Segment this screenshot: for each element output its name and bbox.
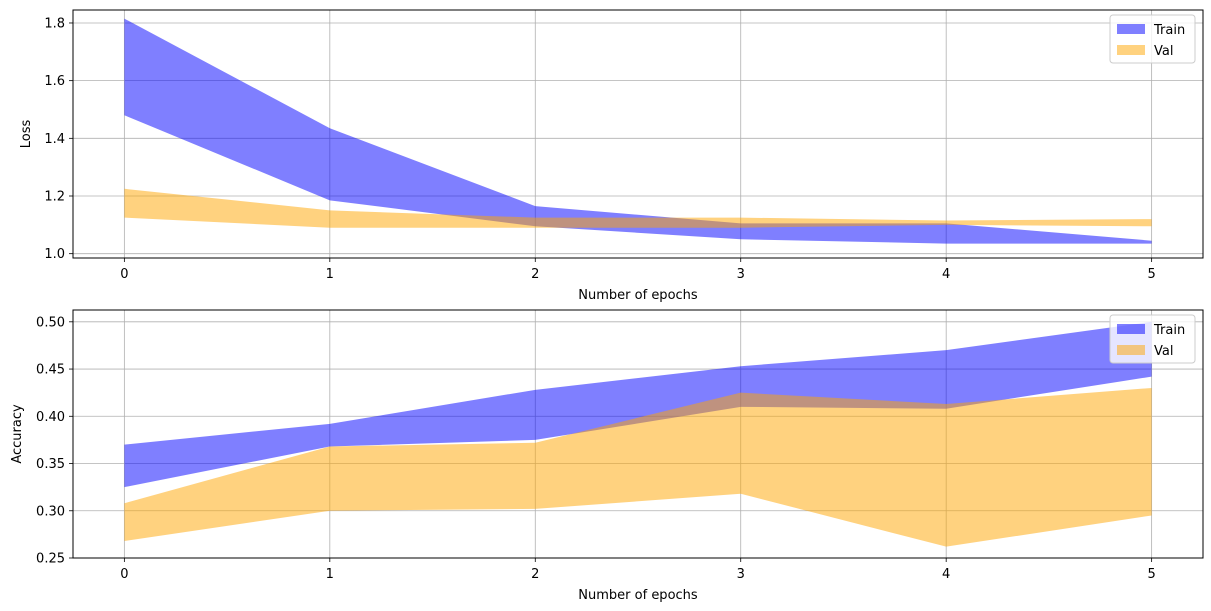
x-tick-label: 5 [1147,567,1155,582]
legend-label-val: Val [1154,344,1173,359]
y-tick-label: 1.2 [44,190,65,205]
y-tick-label: 1.8 [44,16,65,31]
x-tick-label: 2 [531,267,539,282]
legend-label-train: Train [1153,23,1185,38]
legend-swatch-val [1117,45,1145,55]
legend: Train Val [1109,14,1196,64]
y-tick-label: 0.35 [36,457,65,472]
legend-label-train: Train [1153,323,1185,338]
y-tick-label: 0.45 [36,363,65,378]
y-tick-label: 0.25 [36,552,65,567]
y-tick-label: 0.50 [36,315,65,330]
y-tick-label: 1.0 [44,247,65,262]
legend-label-val: Val [1154,44,1173,59]
subplot-1: 0 1 2 3 4 5 1.0 1.2 1.4 1.6 1.8 Number of epochs Los… [19,9,1204,303]
subplot-2: 0 1 2 3 4 5 0.25 0.30 0.35 0.40 0.45 0.50 Number of … [10,309,1204,603]
legend-swatch-val [1117,345,1145,355]
x-tick-label: 2 [531,567,539,582]
x-tick-label: 1 [326,267,334,282]
x-tick-label: 3 [737,567,745,582]
x-tick-label: 0 [120,567,128,582]
x-tick-label: 3 [737,267,745,282]
legend: Train Val [1109,314,1196,364]
series-band-val [124,387,1152,547]
y-tick-label: 0.40 [36,410,65,425]
x-axis-label: Number of epochs [578,288,698,303]
y-tick-label: 1.6 [44,74,65,89]
x-tick-label: 1 [326,567,334,582]
y-tick-label: 0.30 [36,504,65,519]
axes-frame [72,309,1204,559]
legend-swatch-train [1117,324,1145,334]
series-band-val [124,188,1152,228]
x-tick-label: 0 [120,267,128,282]
legend-swatch-train [1117,24,1145,34]
x-tick-label: 4 [942,567,950,582]
x-tick-label: 5 [1147,267,1155,282]
series-band-train [124,321,1152,488]
axes-frame [72,9,1204,259]
y-axis-label: Accuracy [10,404,25,464]
x-axis-label: Number of epochs [578,588,698,603]
y-axis-label: Loss [19,120,34,149]
series-band-train [124,18,1152,244]
x-tick-label: 4 [942,267,950,282]
y-tick-label: 1.4 [44,132,65,147]
